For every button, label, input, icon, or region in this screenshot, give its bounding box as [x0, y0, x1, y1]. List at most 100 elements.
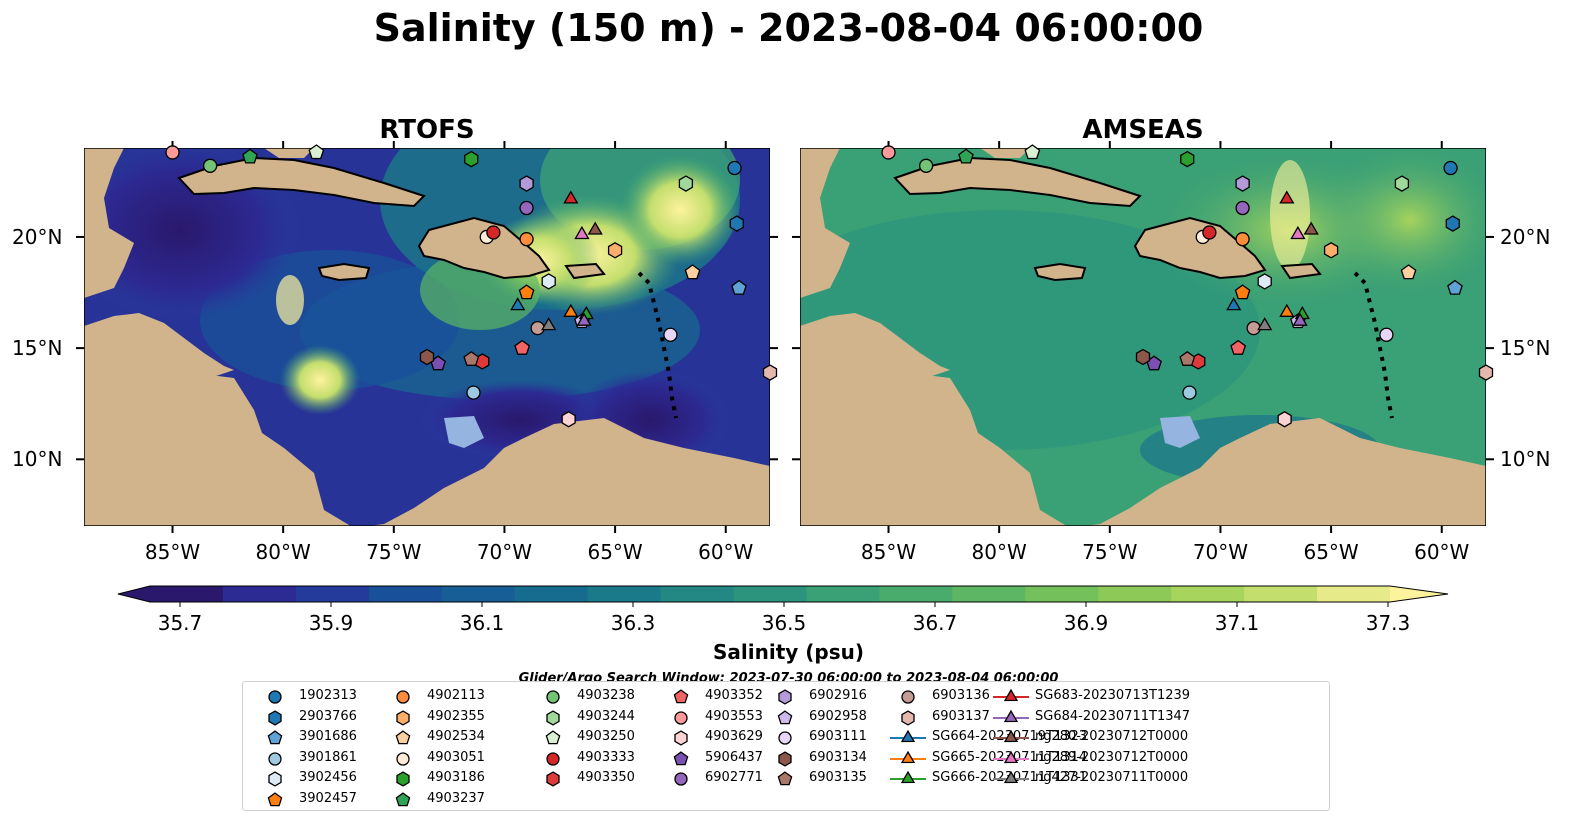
colorbar-segment: [514, 586, 589, 602]
legend-label: ng280-20230712T0000: [1035, 729, 1189, 744]
legend-marker-icon: [778, 750, 792, 767]
legend-label: 6903111: [809, 729, 867, 744]
obs-marker-3902457: [518, 284, 535, 300]
legend-marker: [900, 729, 916, 743]
legend-label: SG684-20230711T1347: [1035, 708, 1191, 724]
obs-marker-4903352: [514, 339, 531, 355]
colorbar-segment: [222, 586, 297, 602]
legend-label: 4903629: [705, 729, 763, 744]
legend-marker-icon: [673, 689, 689, 704]
legend-marker-icon: [890, 770, 926, 784]
legend-marker: [1003, 750, 1019, 763]
legend-marker: [396, 709, 410, 726]
obs-marker-4903244: [678, 175, 694, 192]
legend-marker-icon: [674, 772, 688, 786]
legend-marker-icon: [546, 690, 560, 704]
obs-marker-4903186: [1180, 150, 1195, 168]
obs-marker-ng289-20230712T0000: [574, 225, 590, 240]
obs-marker-ng280-20230712T0000: [1303, 221, 1319, 235]
lon-tick-label: 60°W: [698, 540, 754, 564]
obs-marker-3901861: [466, 385, 481, 400]
colorbar-segment: [1098, 586, 1172, 602]
colorbar-tick-label: 35.7: [157, 611, 203, 635]
legend-marker: [900, 750, 916, 763]
obs-marker-4903352: [1230, 339, 1247, 355]
lon-tick-label: 85°W: [144, 540, 201, 564]
legend-label: 3901686: [299, 729, 357, 744]
colorbar-under-arrow: [118, 586, 150, 602]
legend-label: ng427-20230711T0000: [1035, 770, 1189, 785]
legend-label: 3902456: [299, 770, 357, 785]
legend-marker-icon: [901, 690, 915, 704]
colorbar-segment: [368, 586, 443, 602]
legend-label: 6903136: [932, 688, 990, 703]
legend-marker-icon: [674, 730, 688, 746]
obs-marker-4903333: [486, 225, 501, 240]
colorbar-segment: [587, 586, 662, 602]
colorbar-label: Salinity (psu): [712, 640, 864, 664]
lat-tick-label: 15°N: [1500, 336, 1551, 361]
obs-marker-4903629: [561, 411, 576, 428]
legend-label: 4902534: [427, 729, 485, 744]
colorbar-segment: [733, 586, 807, 602]
legend-marker-icon: [993, 709, 1029, 722]
obs-marker-SG665-20230711T1314: [1279, 303, 1295, 317]
legend-marker-icon: [546, 709, 560, 726]
obs-marker-6903135: [1179, 351, 1196, 366]
legend-marker-icon: [396, 751, 410, 766]
lon-tick-label: 70°W: [476, 540, 533, 564]
legend-label: 4903333: [577, 749, 635, 765]
obs-marker-3901861: [1182, 385, 1197, 400]
colorbar-over-arrow: [1390, 586, 1448, 602]
colorbar-tick-label: 35.9: [308, 611, 354, 635]
legend-marker: [1003, 709, 1019, 722]
colorbar-segment: [1244, 586, 1318, 602]
legend-label: 1902313: [299, 688, 357, 703]
legend-marker-icon: [268, 690, 282, 704]
obs-marker-6902916: [519, 175, 534, 192]
legend-marker: [1003, 688, 1019, 702]
legend: 1902313 2903766 3901686 3901861 3902456 39024…: [242, 681, 1330, 811]
legend-marker: [674, 730, 688, 746]
legend-marker-icon: [993, 729, 1029, 743]
legend-marker: [778, 731, 792, 745]
obs-marker-ng427-20230711T0000: [1257, 317, 1273, 331]
obs-marker-ng280-20230712T0000: [587, 221, 603, 235]
colorbar-segment: [295, 586, 370, 602]
obs-marker-6902916: [1235, 175, 1250, 192]
legend-marker-icon: [993, 688, 1029, 702]
obs-marker-3902457: [1234, 284, 1251, 300]
legend-label: 3901861: [299, 749, 357, 765]
obs-marker-SG665-20230711T1314: [563, 303, 579, 317]
legend-label: 4903244: [577, 708, 635, 724]
legend-label: 5906437: [705, 749, 763, 765]
obs-marker-1902313: [727, 160, 742, 176]
obs-marker-4903250: [308, 144, 325, 160]
legend-marker-icon: [778, 731, 792, 745]
legend-marker-icon: [777, 709, 793, 724]
colorbar-segment: [660, 586, 735, 602]
colorbar-tick-label: 36.3: [610, 611, 656, 635]
legend-label: 6902771: [705, 770, 763, 785]
lon-tick-label: 75°W: [1082, 540, 1138, 564]
legend-marker: [396, 771, 410, 787]
legend-marker-icon: [395, 730, 411, 745]
legend-marker: [674, 772, 688, 786]
legend-marker-icon: [901, 709, 915, 726]
obs-marker-2903766: [729, 215, 744, 232]
obs-marker-4903553: [165, 145, 180, 160]
legend-marker: [396, 751, 410, 766]
legend-marker-icon: [778, 689, 792, 705]
obs-marker-4902534: [1400, 264, 1417, 280]
legend-marker: [777, 771, 793, 786]
legend-marker-icon: [674, 710, 688, 725]
legend-marker: [268, 690, 282, 704]
observations-rtofs: [165, 144, 778, 428]
legend-marker: [901, 690, 915, 704]
legend-label: 6902958: [809, 708, 867, 724]
lat-tick-label: 10°N: [12, 447, 63, 472]
axis-ticks: [76, 141, 1494, 533]
legend-marker: [395, 730, 411, 745]
legend-marker-icon: [267, 730, 283, 745]
obs-marker-6903135: [463, 351, 480, 366]
